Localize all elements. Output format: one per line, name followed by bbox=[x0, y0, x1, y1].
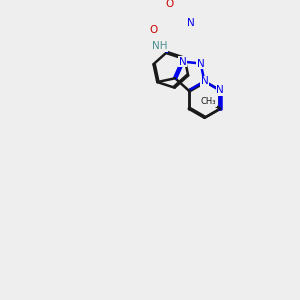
Text: N: N bbox=[179, 57, 186, 67]
Text: CH₃: CH₃ bbox=[201, 98, 216, 106]
Text: O: O bbox=[150, 25, 158, 35]
Text: NH: NH bbox=[152, 41, 167, 51]
Text: O: O bbox=[166, 0, 174, 9]
Text: N: N bbox=[197, 58, 205, 68]
Text: N: N bbox=[187, 17, 195, 28]
Text: N: N bbox=[216, 85, 224, 95]
Text: N: N bbox=[201, 76, 208, 86]
